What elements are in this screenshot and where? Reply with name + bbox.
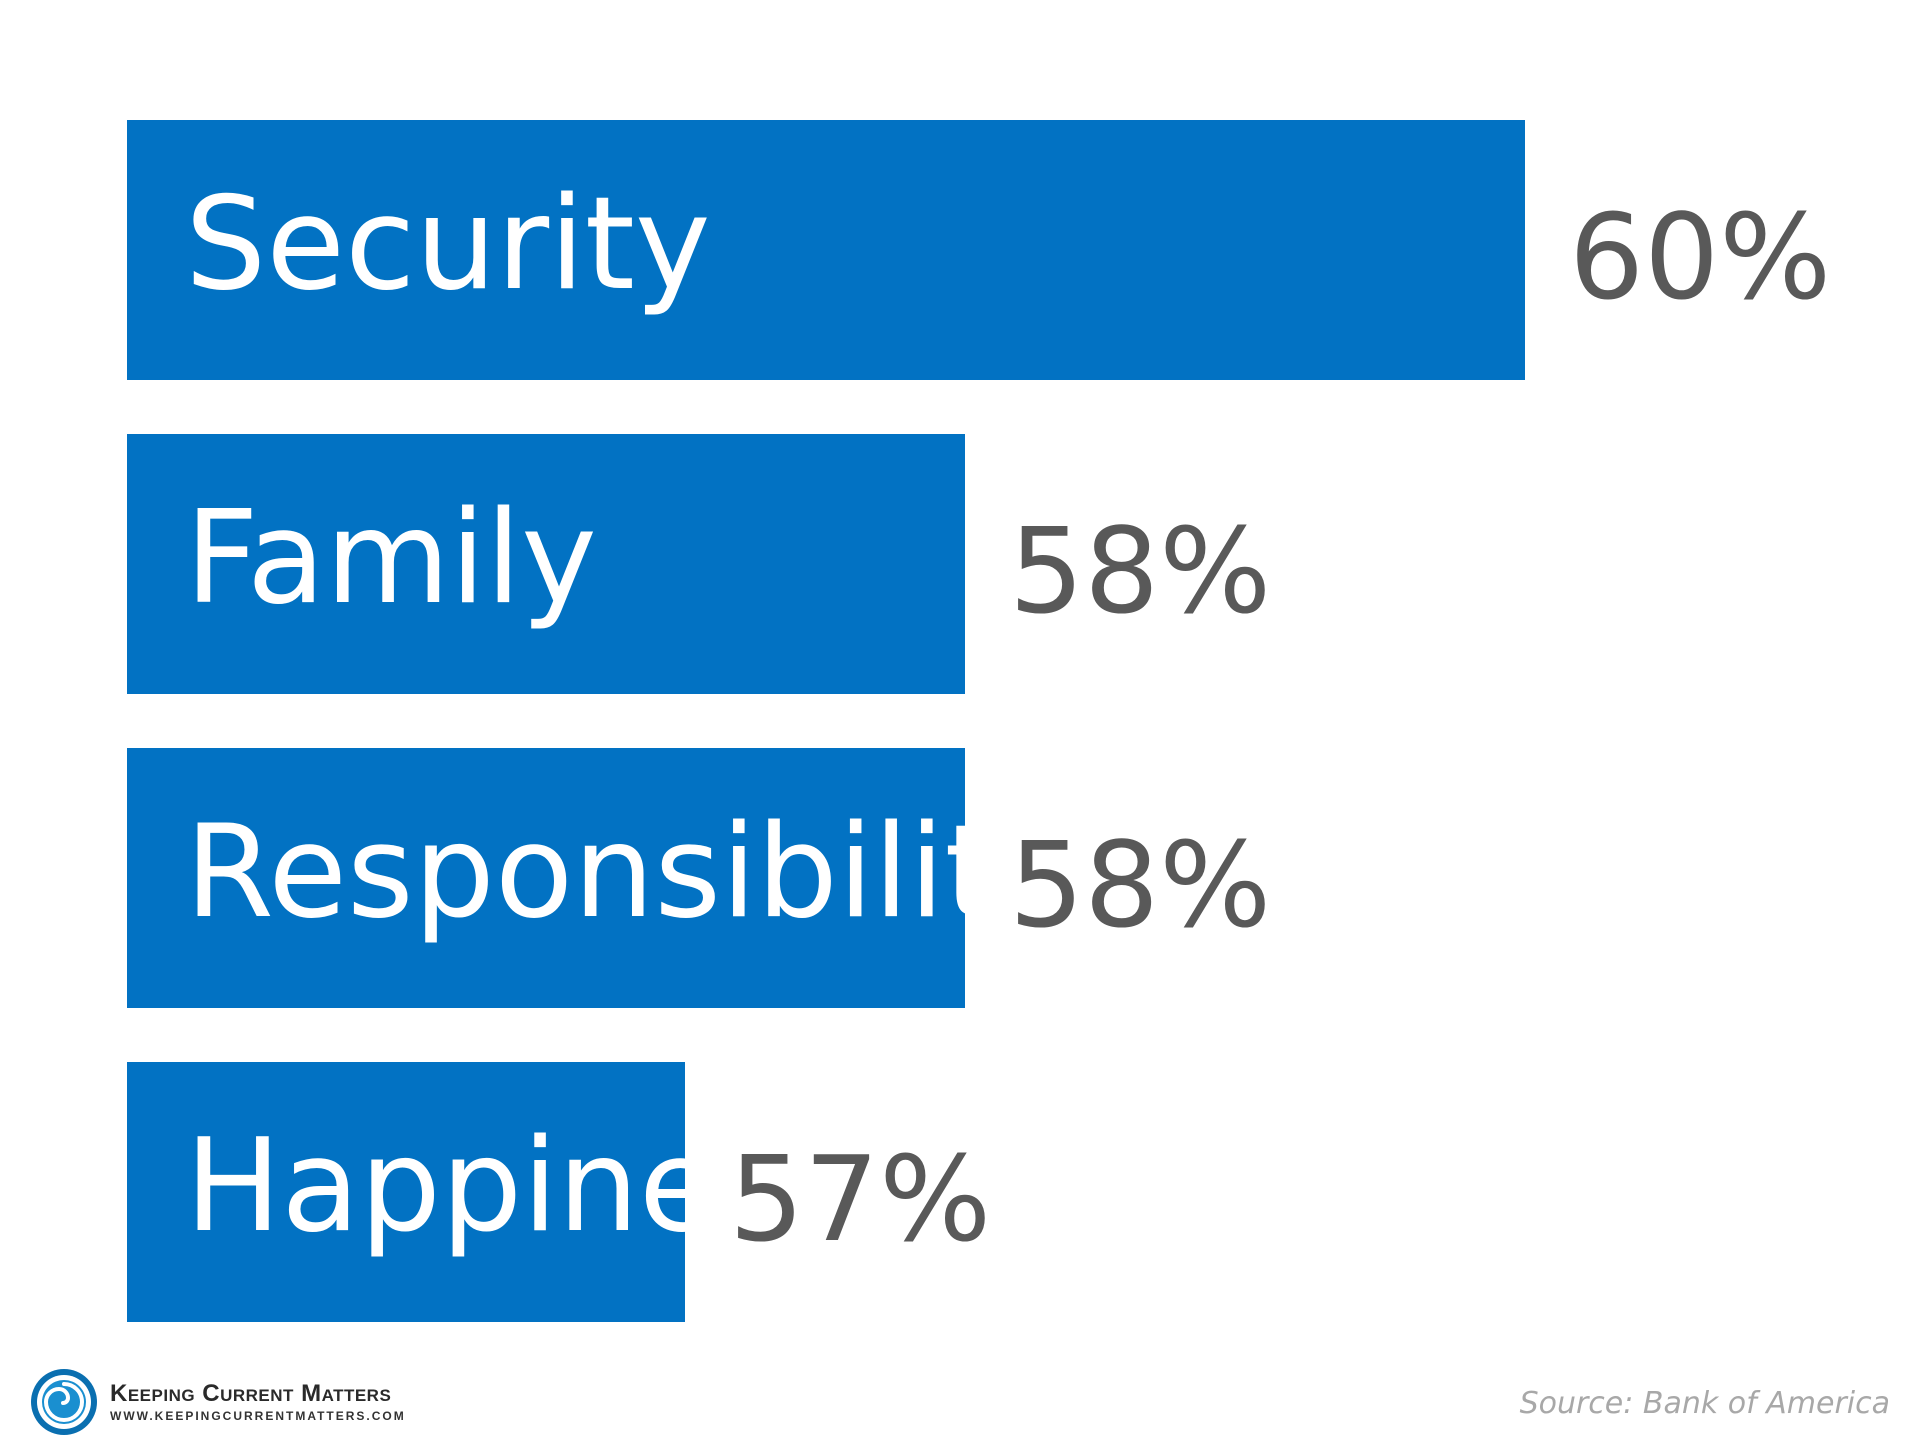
- brand-name: Keeping Current Matters: [110, 1380, 392, 1407]
- bar-happiness: [127, 1062, 685, 1322]
- category-label: Security: [185, 170, 711, 319]
- bar-family: [127, 434, 965, 694]
- bar-security: [127, 120, 1525, 380]
- brand-url: WWW.KEEPINGCURRENTMATTERS.COM: [110, 1409, 406, 1423]
- category-label: Family: [185, 484, 597, 633]
- source-note: Source: Bank of America: [1519, 1386, 1890, 1421]
- value-label: 60%: [1569, 188, 1831, 326]
- category-label: Responsibility: [185, 798, 1070, 947]
- value-label: 58%: [1009, 502, 1271, 640]
- bar-responsibility: [127, 748, 965, 1008]
- swirl-logo-icon: [31, 1369, 97, 1435]
- value-label: 58%: [1009, 816, 1271, 954]
- value-label: 57%: [729, 1130, 991, 1268]
- category-label: Happiness: [185, 1112, 851, 1261]
- brand-logo: Keeping Current Matters WWW.KEEPINGCURRE…: [30, 1368, 406, 1436]
